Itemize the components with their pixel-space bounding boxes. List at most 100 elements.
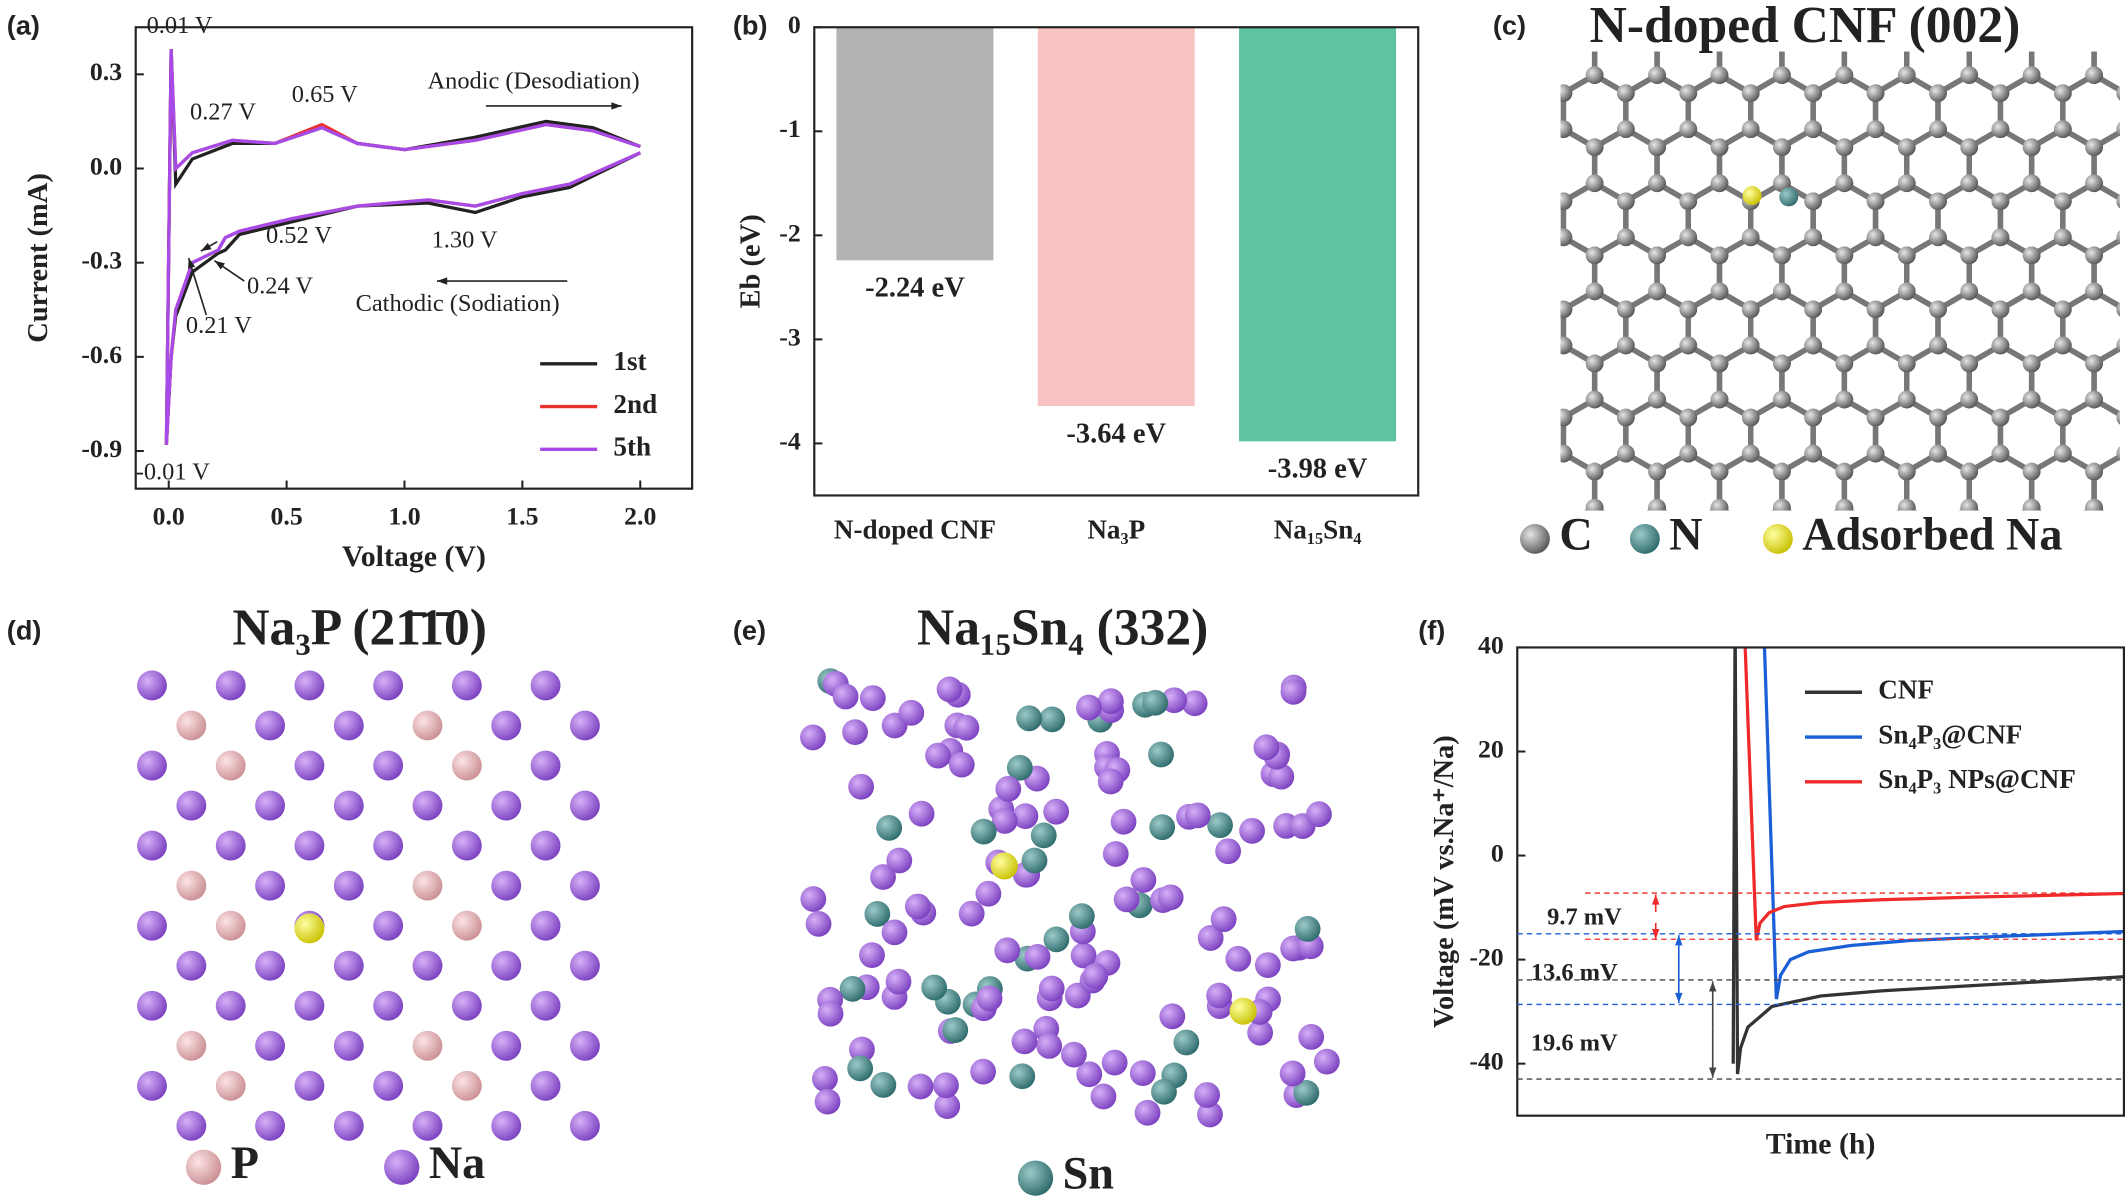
arrow-head	[1675, 992, 1683, 1004]
legend-label: 5th	[613, 432, 651, 462]
atom	[1960, 246, 1979, 265]
atom	[1710, 498, 1729, 511]
atom	[1523, 174, 1541, 192]
atom	[1523, 30, 1541, 48]
atom	[1159, 1003, 1186, 1030]
atom	[1648, 138, 1666, 157]
atom	[1991, 84, 2010, 102]
x-tick-label: 2.0	[624, 501, 656, 530]
atom	[491, 1110, 522, 1141]
atom	[2116, 410, 2120, 425]
atom	[1804, 120, 1822, 139]
atom	[995, 775, 1022, 802]
x-axis-label: Time (h)	[1766, 1128, 1876, 1161]
atom	[2054, 408, 2072, 427]
atom	[451, 830, 482, 861]
atom	[1492, 337, 1510, 355]
atom	[570, 870, 600, 901]
atom	[2022, 354, 2041, 373]
annotation: 0.21 V	[186, 312, 252, 339]
atom	[1929, 228, 1947, 247]
atom	[1960, 571, 1978, 589]
y-axis-label: Eb (eV)	[736, 214, 767, 308]
legend-label: Sn	[1063, 1148, 1114, 1199]
atom	[1929, 192, 1947, 211]
legend-label: 1st	[613, 346, 646, 376]
atom	[1617, 553, 1635, 571]
atom	[1461, 499, 1479, 517]
atom	[2085, 66, 2103, 84]
legend-label: N	[1669, 508, 1702, 559]
atom	[958, 900, 985, 927]
atom	[2116, 230, 2120, 245]
atom	[530, 830, 561, 861]
atom	[1741, 408, 1760, 427]
atom	[1523, 283, 1541, 301]
bar	[836, 27, 994, 261]
atom	[1835, 390, 1854, 409]
atom	[876, 814, 903, 841]
structure-title: Na₁₅Sn₄ (332)	[917, 599, 1208, 656]
atom	[2085, 30, 2103, 48]
atom	[412, 1030, 443, 1061]
atom	[975, 880, 1002, 907]
atom	[294, 990, 325, 1021]
atom	[1523, 283, 1541, 301]
bond	[2063, 0, 2125, 39]
atom	[1523, 138, 1541, 156]
atom	[898, 699, 925, 726]
atom	[1461, 247, 1479, 265]
atom	[176, 950, 207, 981]
atom	[1523, 247, 1541, 265]
atom	[2085, 174, 2103, 193]
atom	[1206, 982, 1233, 1009]
plot-frame	[134, 26, 694, 490]
atom	[1960, 498, 1979, 511]
atom	[1461, 391, 1479, 409]
bond	[1560, 196, 1567, 243]
atom	[1523, 30, 1541, 48]
atom	[1960, 462, 1979, 481]
panel-label: (c)	[1493, 9, 1526, 40]
annotation: 0.27 V	[190, 99, 256, 126]
atom	[1835, 282, 1854, 301]
atom	[2085, 30, 2103, 48]
atom	[1070, 942, 1097, 969]
atom	[1280, 678, 1307, 705]
atom	[451, 910, 482, 941]
atom	[1960, 174, 1979, 193]
atom	[491, 790, 522, 821]
atom	[805, 910, 832, 937]
atom	[1157, 884, 1184, 911]
atom	[1560, 336, 1573, 355]
atom	[412, 870, 443, 901]
atom	[1710, 66, 1729, 84]
atom	[1030, 822, 1057, 849]
legend-label: 2nd	[613, 389, 657, 419]
atom	[1617, 553, 1635, 571]
atom	[976, 985, 1003, 1012]
atom	[847, 1055, 874, 1082]
atom	[1039, 706, 1066, 733]
atom	[1648, 282, 1666, 301]
atom	[137, 1070, 167, 1101]
atom	[1741, 84, 1760, 102]
atom	[384, 1149, 420, 1185]
atom	[2054, 12, 2072, 30]
atom	[1523, 66, 1541, 84]
atom	[1585, 354, 1604, 373]
atom	[1773, 498, 1791, 511]
atom	[1142, 689, 1169, 716]
x-tick-label: 1.5	[506, 501, 538, 530]
atom	[2085, 498, 2103, 511]
atom	[1492, 409, 1510, 427]
atom	[817, 1000, 844, 1027]
atom	[176, 870, 207, 901]
atom	[1523, 463, 1541, 481]
atom	[1560, 228, 1573, 247]
atom	[2085, 138, 2103, 157]
atom	[1960, 282, 1979, 301]
y-tick-label: 0.3	[90, 57, 122, 86]
atom	[530, 670, 561, 701]
atom	[1804, 300, 1822, 319]
